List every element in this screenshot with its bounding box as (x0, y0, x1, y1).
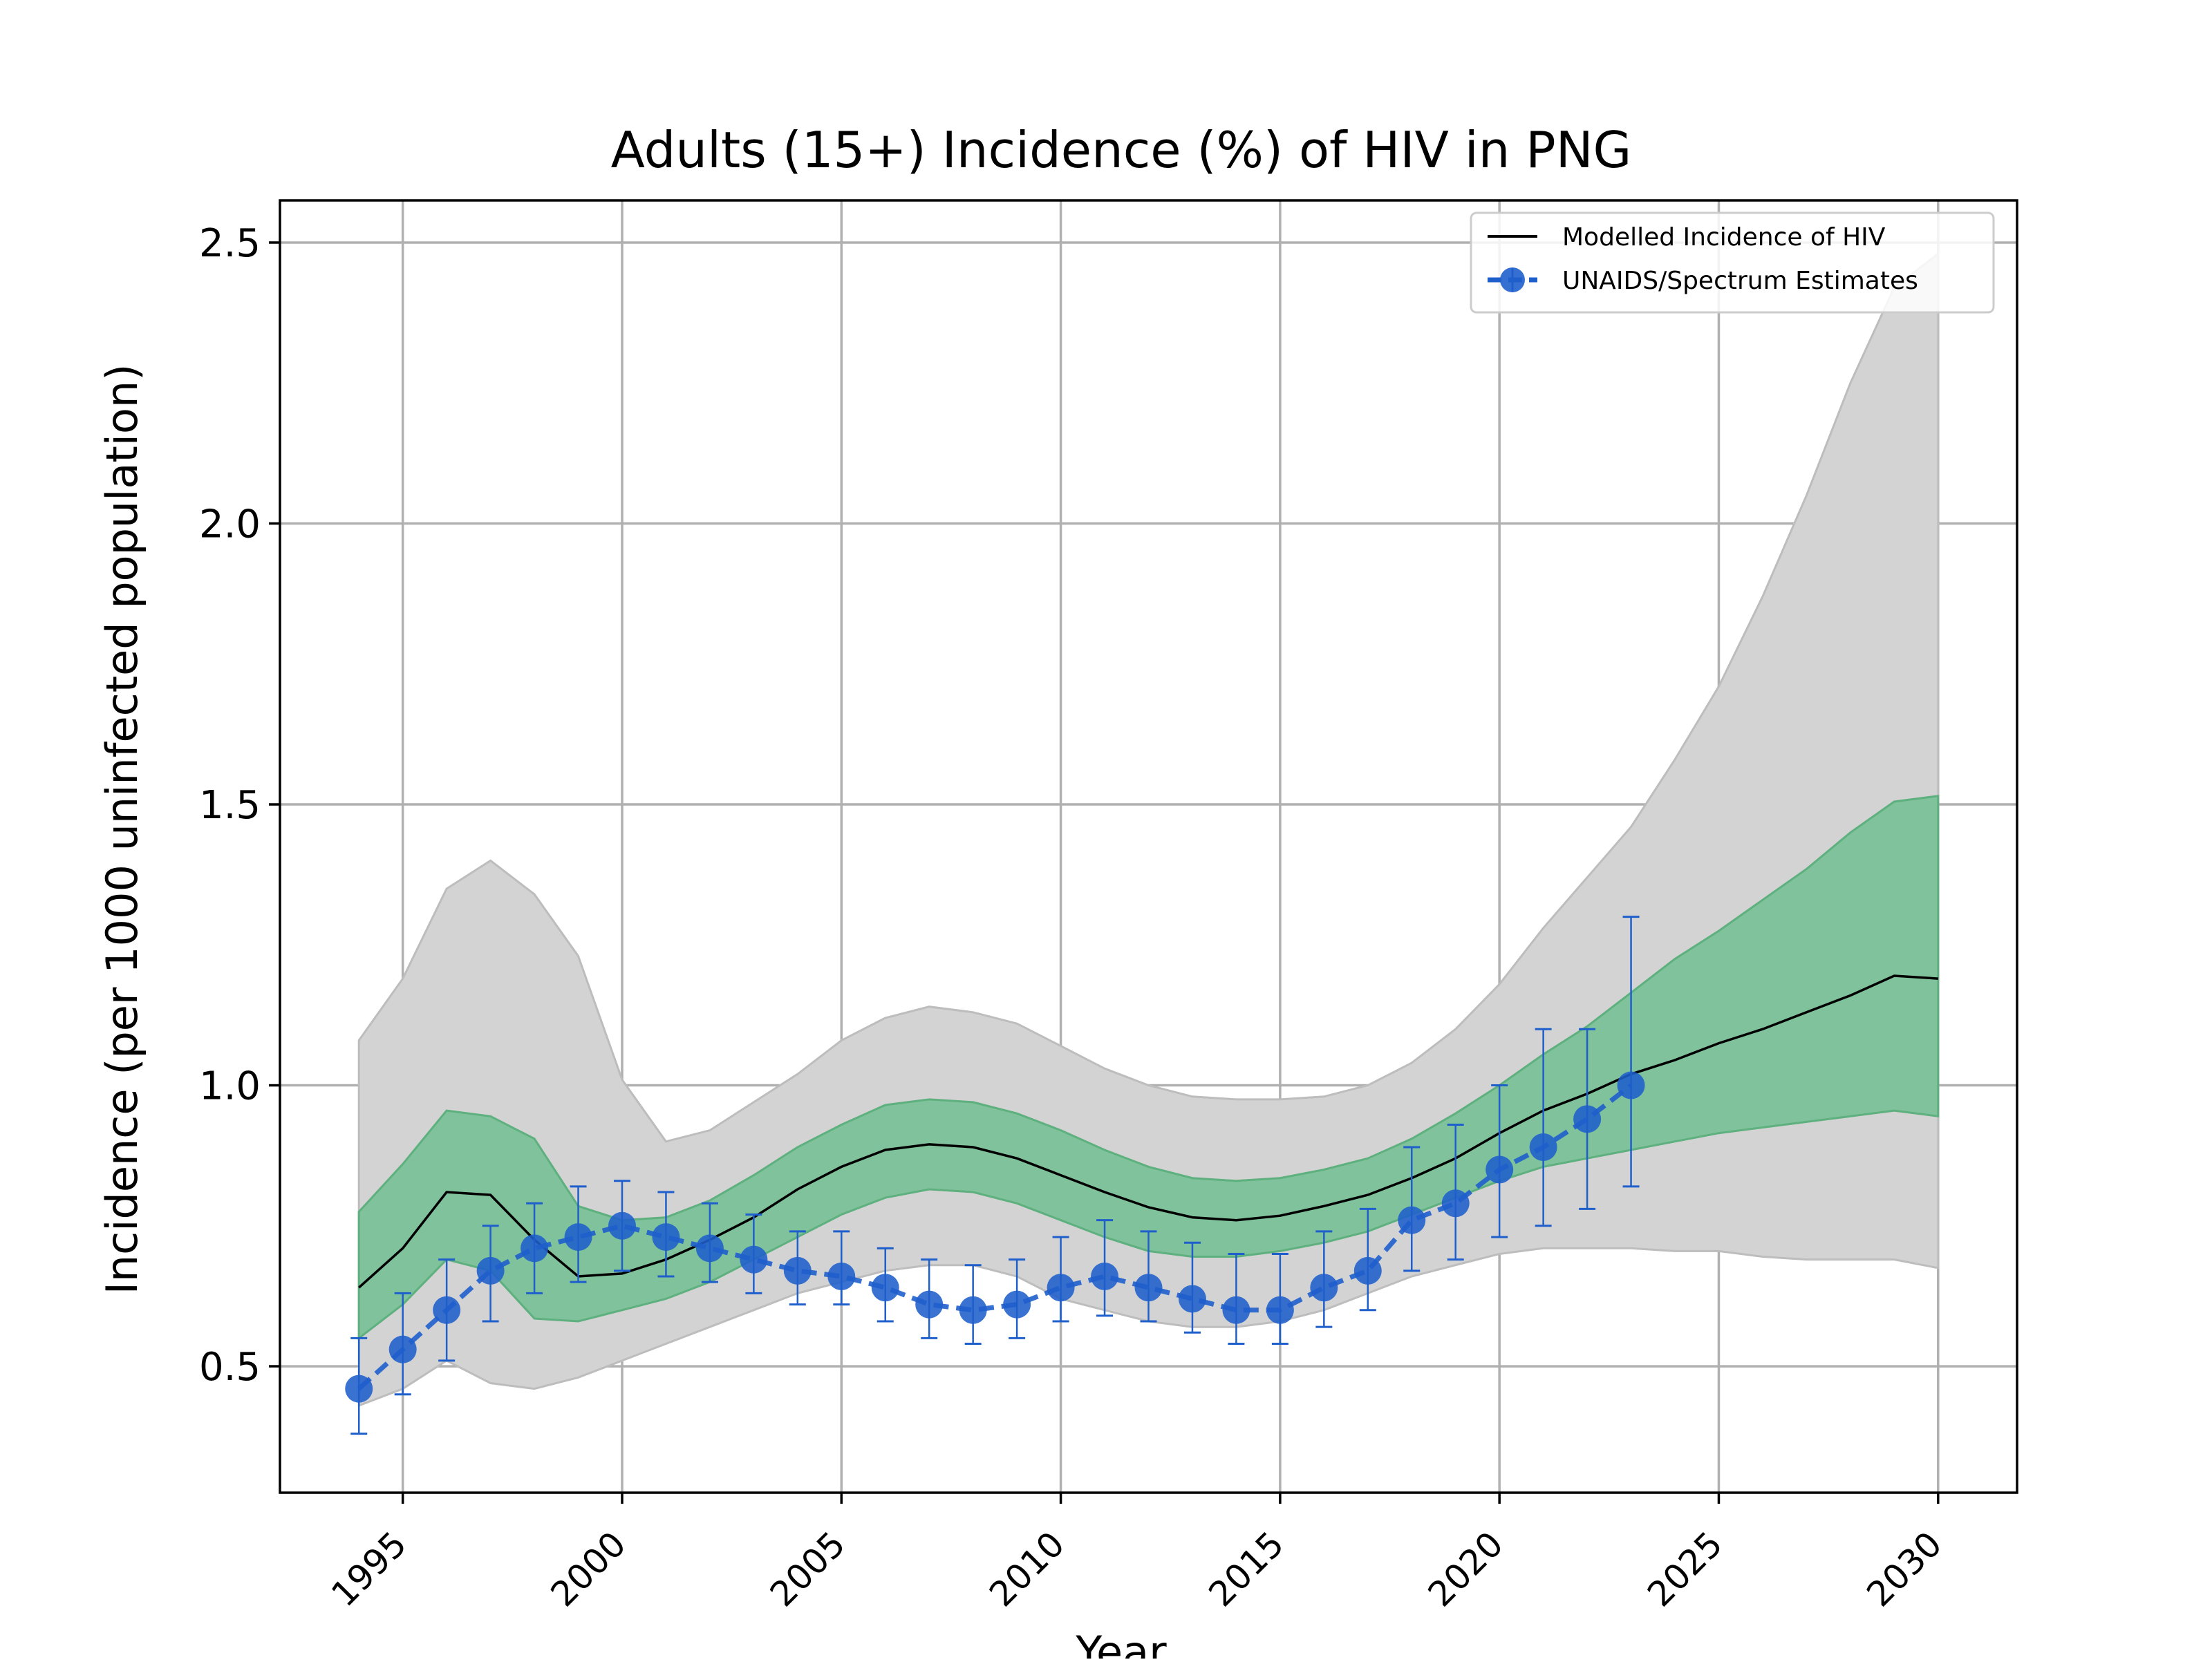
x-axis-label: Year (1075, 1627, 1167, 1659)
estimate-point-2000 (608, 1211, 636, 1240)
estimate-point-1999 (564, 1223, 592, 1252)
estimate-point-2021 (1529, 1133, 1557, 1161)
estimate-point-2007 (915, 1290, 944, 1319)
plot-frame (279, 199, 2018, 1494)
legend-estimates-label: UNAIDS/Spectrum Estimates (1562, 267, 1918, 295)
estimate-point-2012 (1134, 1274, 1163, 1302)
estimate-point-1996 (433, 1296, 461, 1324)
estimate-point-2005 (827, 1262, 856, 1290)
inner-uncertainty-band (357, 795, 1940, 1341)
estimate-point-2009 (1003, 1290, 1031, 1319)
estimate-point-2022 (1573, 1105, 1602, 1133)
estimate-point-2001 (652, 1223, 680, 1252)
estimate-point-2016 (1310, 1274, 1338, 1302)
estimate-point-2006 (871, 1274, 899, 1302)
estimate-point-2020 (1485, 1155, 1514, 1184)
y-tick-label-2.0: 2.0 (199, 502, 261, 547)
series-layer (345, 916, 1938, 1435)
estimate-point-2004 (783, 1256, 812, 1285)
estimate-point-1997 (476, 1256, 505, 1285)
estimate-point-2011 (1091, 1262, 1119, 1290)
estimate-point-2003 (740, 1245, 768, 1274)
estimate-point-2002 (695, 1234, 724, 1263)
legend: Modelled Incidence of HIV UNAIDS/Spectru… (1470, 211, 1995, 314)
estimate-point-2010 (1047, 1274, 1075, 1302)
modelled-incidence-line (358, 974, 1938, 1289)
y-axis-label: Incidence (per 1000 uninfected populatio… (97, 364, 147, 1295)
estimate-point-2013 (1178, 1285, 1206, 1313)
estimate-point-1994 (345, 1375, 373, 1403)
estimate-point-1998 (521, 1234, 549, 1263)
estimate-point-2014 (1222, 1296, 1250, 1324)
legend-model-label: Modelled Incidence of HIV (1562, 223, 1886, 252)
estimate-point-2008 (959, 1296, 987, 1324)
chart-title: Adults (15+) Incidence (%) of HIV in PNG (611, 121, 1632, 179)
estimate-point-1995 (388, 1335, 417, 1363)
y-tick-label-1.5: 1.5 (199, 783, 261, 828)
y-tick-label-2.5: 2.5 (199, 221, 261, 266)
estimate-point-2019 (1441, 1189, 1470, 1218)
estimate-point-2018 (1398, 1206, 1426, 1234)
legend-estimates-marker-swatch (1500, 267, 1525, 292)
y-tick-label-1.0: 1.0 (199, 1064, 261, 1109)
legend-box (1470, 211, 1995, 314)
estimate-point-2023 (1617, 1071, 1645, 1099)
y-tick-label-0.5: 0.5 (199, 1345, 261, 1390)
estimate-point-2017 (1353, 1256, 1382, 1285)
estimate-point-2015 (1266, 1296, 1294, 1324)
